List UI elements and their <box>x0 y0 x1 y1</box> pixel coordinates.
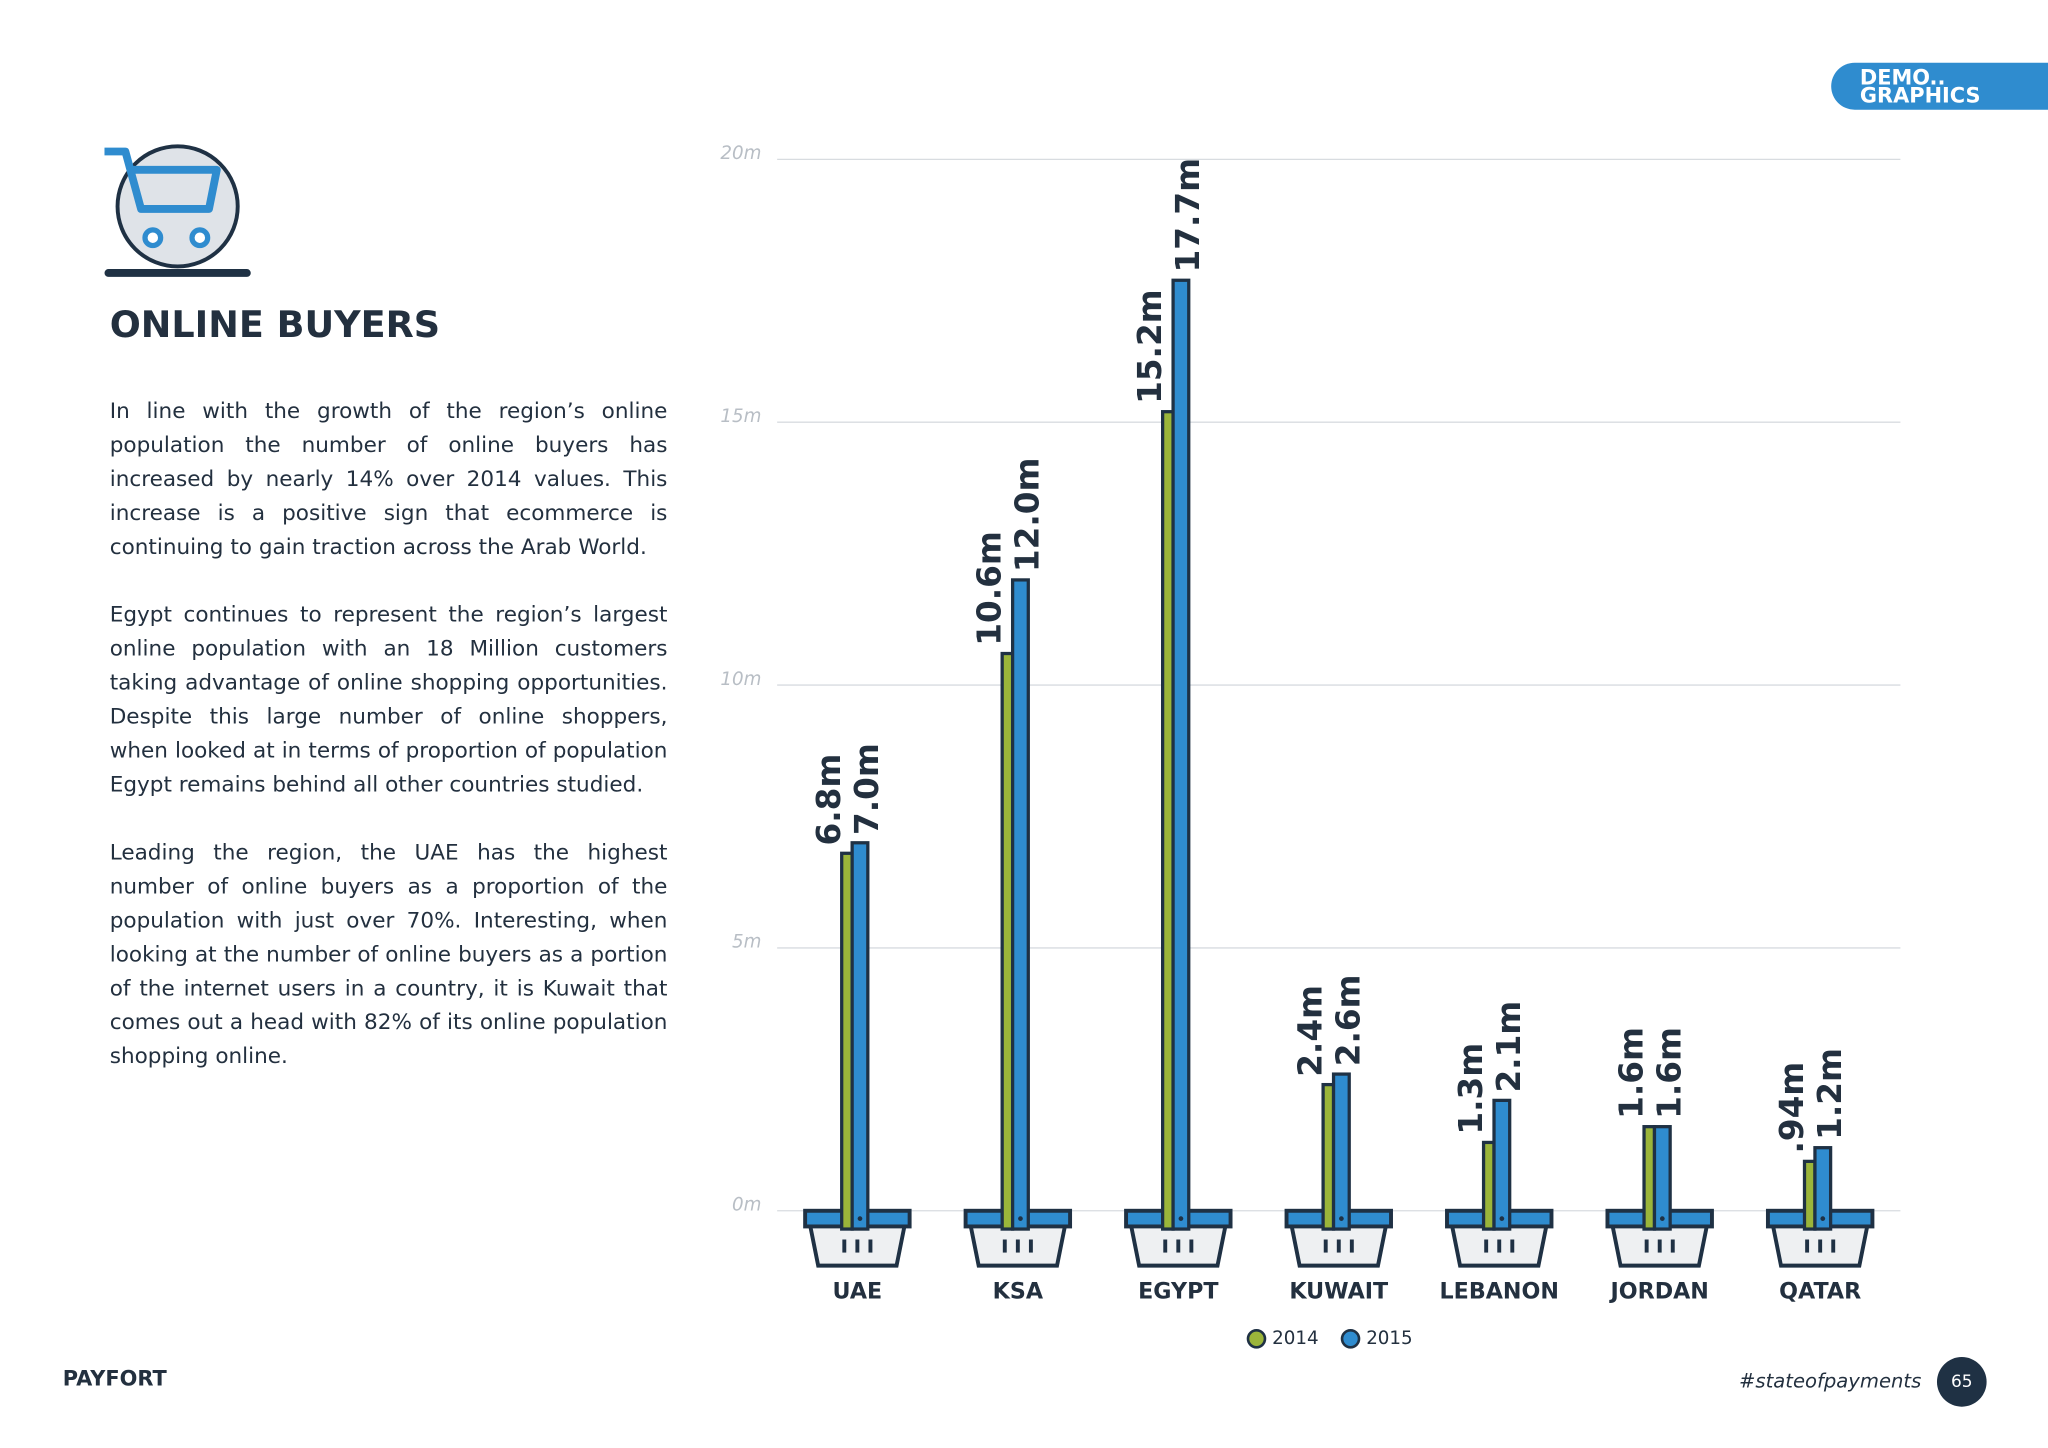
basket-dot <box>857 1216 863 1221</box>
body-text: In line with the growth of the region’s … <box>110 394 668 1107</box>
bar <box>1492 1098 1512 1231</box>
bar <box>1813 1146 1833 1231</box>
y-tick-label: 5m <box>732 932 761 953</box>
basket-dot <box>1659 1216 1665 1221</box>
bar <box>1010 578 1030 1231</box>
bar <box>850 841 870 1231</box>
basket-dot <box>1820 1216 1826 1221</box>
basket-dot <box>1018 1216 1023 1221</box>
basket-dot <box>1339 1216 1344 1221</box>
y-tick-label: 10m <box>720 669 761 690</box>
paragraph: In line with the growth of the region’s … <box>109 398 668 560</box>
legend-swatch <box>1340 1328 1361 1349</box>
value-label: 10.6m <box>971 531 1009 646</box>
y-tick-label: 20m <box>720 143 761 164</box>
value-label: 12.0m <box>1009 458 1047 573</box>
value-label: .94m <box>1773 1062 1811 1154</box>
value-label: 2.1m <box>1490 1001 1528 1093</box>
y-tick-label: 15m <box>720 406 761 427</box>
basket-dot <box>1178 1216 1184 1221</box>
value-label: 1.6m <box>1650 1027 1688 1119</box>
value-label: 2.6m <box>1330 974 1368 1066</box>
y-tick-label: 0m <box>732 1195 761 1216</box>
value-label: 1.2m <box>1811 1048 1849 1140</box>
value-label: 2.4m <box>1292 985 1330 1077</box>
value-label: 1.3m <box>1452 1043 1490 1135</box>
legend-swatch <box>1246 1328 1267 1349</box>
x-tick-label: KUWAIT <box>1289 1278 1389 1304</box>
tab-shape <box>1831 62 2048 110</box>
tab-text: DEMO.. <box>1860 65 1946 89</box>
tab-text: GRAPHICS <box>1860 84 1981 108</box>
value-label: 1.6m <box>1613 1027 1651 1119</box>
x-tick-label: QATAR <box>1779 1278 1861 1304</box>
bar <box>1331 1072 1351 1231</box>
value-label: 6.8m <box>810 754 848 846</box>
bar <box>1652 1125 1672 1231</box>
x-tick-label: JORDAN <box>1609 1278 1709 1304</box>
value-label: 7.0m <box>848 743 886 835</box>
x-tick-label: EGYPT <box>1138 1278 1219 1304</box>
x-tick-label: UAE <box>833 1278 883 1304</box>
bar <box>1171 278 1191 1231</box>
hashtag: #stateofpayments <box>1739 1369 1921 1392</box>
page-badge <box>1936 1357 1987 1407</box>
value-label: 15.2m <box>1131 289 1169 404</box>
value-label: 17.7m <box>1169 158 1207 273</box>
heading: ONLINE BUYERS <box>110 303 440 346</box>
x-tick-label: KSA <box>993 1278 1044 1304</box>
cart-icon <box>104 144 251 277</box>
legend-label: 2014 <box>1272 1328 1319 1349</box>
paragraph: Egypt continues to represent the region’… <box>109 602 668 797</box>
logo: PAYFORT <box>63 1366 168 1390</box>
legend-label: 2015 <box>1366 1328 1413 1349</box>
paragraph: Leading the region, the UAE has the high… <box>109 839 668 1069</box>
basket-dot <box>1499 1216 1505 1221</box>
page-number: 65 <box>1951 1372 1973 1392</box>
x-tick-label: LEBANON <box>1440 1278 1559 1304</box>
